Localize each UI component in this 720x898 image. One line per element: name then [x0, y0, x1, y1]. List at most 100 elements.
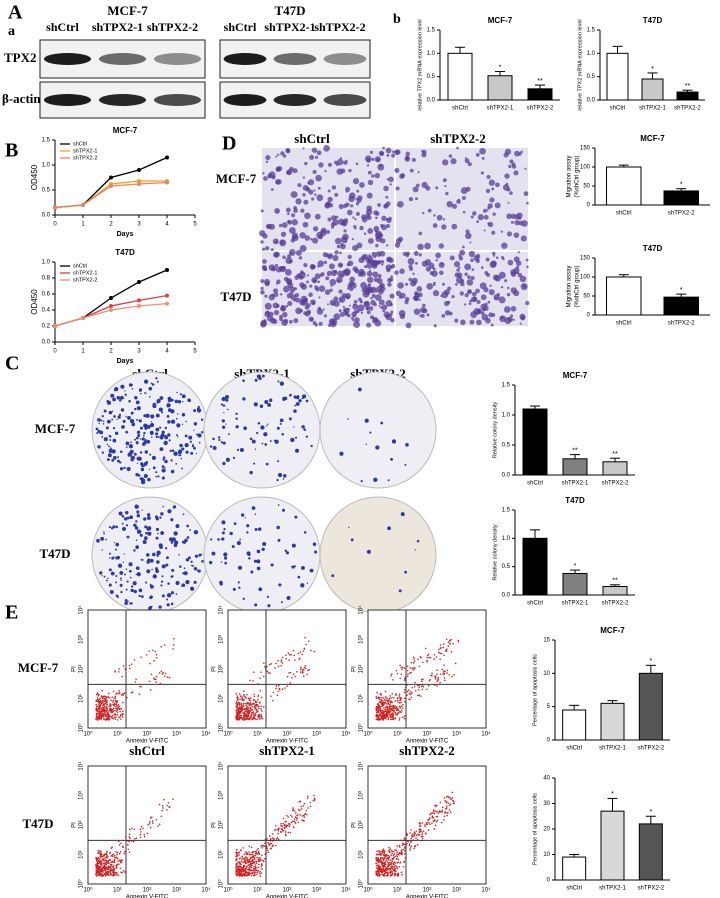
event-dot: [375, 856, 378, 859]
cell-stain: [353, 303, 356, 306]
cell-stain: [469, 241, 472, 244]
event-dot: [391, 858, 394, 860]
cell-stain: [507, 201, 510, 204]
colony: [190, 586, 195, 591]
event-dot: [123, 692, 126, 694]
event-dot: [105, 860, 108, 862]
event-dot: [397, 701, 399, 703]
event-dot: [445, 650, 448, 652]
event-dot: [309, 801, 312, 804]
x-tick-label: shTPX2-2: [637, 886, 664, 892]
colony: [146, 513, 151, 517]
colony: [380, 421, 384, 425]
event-dot: [261, 710, 263, 712]
event-dot: [266, 665, 268, 668]
colony: [101, 451, 105, 454]
cell-stain: [326, 303, 329, 306]
cell-stain: [375, 294, 382, 301]
colony: [218, 436, 221, 439]
event-dot: [421, 680, 423, 682]
event-dot: [298, 657, 301, 660]
colony: [158, 605, 162, 609]
event-dot: [280, 664, 282, 667]
event-dot: [238, 718, 241, 720]
event-dot: [163, 798, 165, 801]
cell-stain: [309, 154, 315, 160]
cell-stain: [397, 282, 404, 289]
event-dot: [243, 853, 246, 855]
event-dot: [299, 651, 302, 654]
event-dot: [392, 716, 394, 719]
cell-stain: [504, 317, 512, 325]
cell-stain: [308, 189, 314, 195]
colony: [170, 469, 175, 474]
flow-x-label: Annexin V-FITC: [126, 895, 169, 898]
event-dot: [120, 713, 122, 716]
cell-stain: [475, 152, 480, 157]
colony: [162, 458, 165, 461]
colony: [156, 398, 161, 404]
event-dot: [401, 848, 403, 851]
event-dot: [250, 711, 253, 714]
colony: [121, 515, 125, 518]
cell-stain: [488, 179, 496, 186]
event-dot: [396, 697, 399, 699]
event-dot: [276, 694, 279, 696]
event-dot: [110, 865, 112, 867]
colony: [185, 558, 190, 562]
colony-plate: [319, 496, 437, 614]
event-dot: [377, 864, 379, 867]
colony: [128, 444, 134, 449]
event-dot: [410, 840, 412, 843]
cell-stain: [419, 314, 422, 317]
event-dot: [383, 863, 386, 866]
cell-stain: [266, 224, 270, 229]
event-dot: [403, 715, 406, 717]
series-marker: [109, 304, 113, 308]
cell-stain: [327, 196, 333, 203]
event-dot: [251, 711, 254, 713]
event-dot: [148, 822, 151, 825]
cell-stain: [421, 181, 428, 189]
colony: [155, 413, 160, 418]
blot-group: shTPX2-2: [314, 20, 365, 34]
colony: [147, 531, 152, 536]
cell-stain: [422, 149, 427, 155]
legend-label: shTPX2-1: [73, 270, 97, 276]
x-tick-label: shTPX2-2: [668, 211, 695, 217]
event-dot: [97, 701, 100, 704]
y-tick-label: 0: [547, 738, 551, 744]
cell-stain: [354, 227, 357, 230]
event-dot: [375, 718, 378, 721]
event-dot: [408, 693, 411, 695]
colony: [140, 595, 144, 599]
event-dot: [245, 859, 247, 862]
event-dot: [434, 819, 436, 821]
event-dot: [96, 697, 99, 699]
event-dot: [246, 858, 248, 861]
colony: [124, 390, 126, 392]
flow-plot: [87, 765, 207, 885]
event-dot: [391, 696, 393, 699]
colony: [96, 432, 99, 435]
event-dot: [257, 857, 260, 859]
event-dot: [281, 656, 284, 659]
event-dot: [379, 867, 381, 870]
event-dot: [235, 702, 237, 705]
cell-stain: [336, 279, 340, 283]
cell-stain: [491, 251, 496, 256]
colony: [163, 440, 168, 446]
event-dot: [388, 705, 391, 708]
event-dot: [451, 797, 454, 799]
cell-stain: [469, 319, 475, 325]
colony: [237, 565, 243, 570]
event-dot: [102, 704, 105, 707]
colony: [128, 400, 131, 403]
colony: [139, 438, 142, 440]
cell-stain: [392, 150, 395, 154]
cell-stain: [339, 263, 343, 267]
x-axis-label: Days: [117, 358, 134, 365]
event-dot: [392, 704, 394, 707]
event-dot: [268, 663, 271, 666]
colony: [179, 454, 182, 457]
